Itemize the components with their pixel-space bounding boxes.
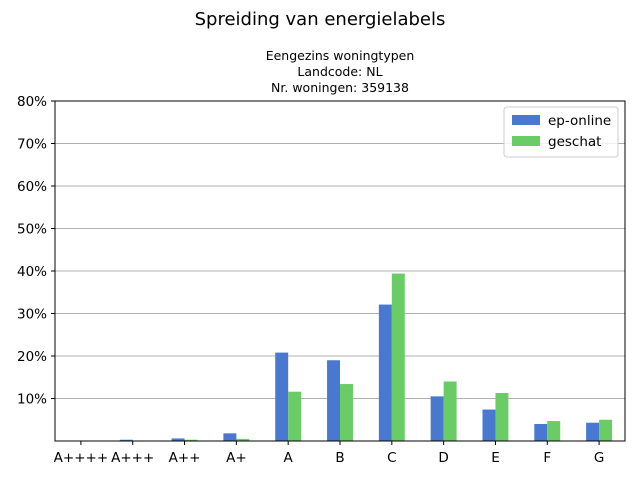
bar-geschat-b: [340, 384, 353, 441]
x-tick-label: A++: [169, 450, 201, 466]
y-tick-label: 80%: [17, 94, 47, 110]
y-tick-label: 40%: [17, 264, 47, 280]
bar-ep-online-c: [378, 304, 392, 441]
x-tick-label: F: [543, 450, 551, 466]
bar-ep-online-b: [327, 360, 340, 441]
y-tick-label: 10%: [17, 392, 47, 408]
bar-geschat-g: [599, 419, 613, 441]
bar-geschat-c: [391, 273, 405, 441]
grid-lines: [55, 100, 625, 399]
bar-geschat-e: [495, 392, 509, 441]
chart-subtitle-line-3: Nr. woningen: 359138: [271, 80, 409, 95]
x-axis-ticks: A++++ A+++ A++ A+ A B C D E F G: [54, 441, 604, 466]
bar-ep-online-e: [482, 409, 496, 441]
bar-ep-online-f: [534, 424, 548, 441]
chart-subtitle-line-1: Eengezins woningtypen: [266, 48, 415, 63]
y-axis-ticks: 10% 20% 30% 40% 50% 60% 70% 80%: [17, 94, 55, 408]
bar-geschat-app: [184, 439, 198, 441]
bars-group: [119, 273, 613, 441]
x-tick-label: A++++: [54, 450, 108, 466]
bar-ep-online-app: [171, 438, 185, 441]
x-tick-label: A+: [226, 450, 247, 466]
x-tick-label: A: [284, 450, 294, 466]
x-tick-label: G: [594, 450, 604, 466]
x-tick-label: D: [438, 450, 448, 466]
bar-ep-online-ap: [223, 433, 237, 441]
y-tick-label: 20%: [17, 349, 47, 365]
chart-title: Spreiding van energielabels: [195, 9, 446, 30]
bar-ep-online-appp: [119, 439, 133, 441]
bar-geschat-ap: [236, 438, 250, 441]
y-tick-label: 60%: [17, 179, 47, 195]
y-tick-label: 50%: [17, 222, 47, 238]
bar-geschat-f: [547, 421, 561, 441]
legend-swatch-ep-online: [512, 115, 540, 125]
x-tick-label: B: [335, 450, 344, 466]
bar-geschat-a: [288, 391, 302, 441]
bar-geschat-d: [443, 381, 457, 441]
legend-label-ep-online: ep-online: [548, 113, 611, 129]
plot-frame: [54, 100, 626, 442]
x-tick-label: A+++: [111, 450, 154, 466]
y-tick-label: 70%: [17, 137, 47, 153]
legend-swatch-geschat: [512, 136, 540, 146]
legend-label-geschat: geschat: [548, 134, 601, 150]
bar-ep-online-g: [586, 422, 600, 441]
bar-ep-online-a: [275, 352, 289, 441]
chart-subtitle-line-2: Landcode: NL: [297, 64, 382, 79]
legend: ep-online geschat: [503, 106, 619, 158]
y-tick-label: 30%: [17, 307, 47, 323]
x-tick-label: C: [387, 450, 396, 466]
bar-ep-online-d: [430, 396, 444, 441]
x-tick-label: E: [491, 450, 500, 466]
